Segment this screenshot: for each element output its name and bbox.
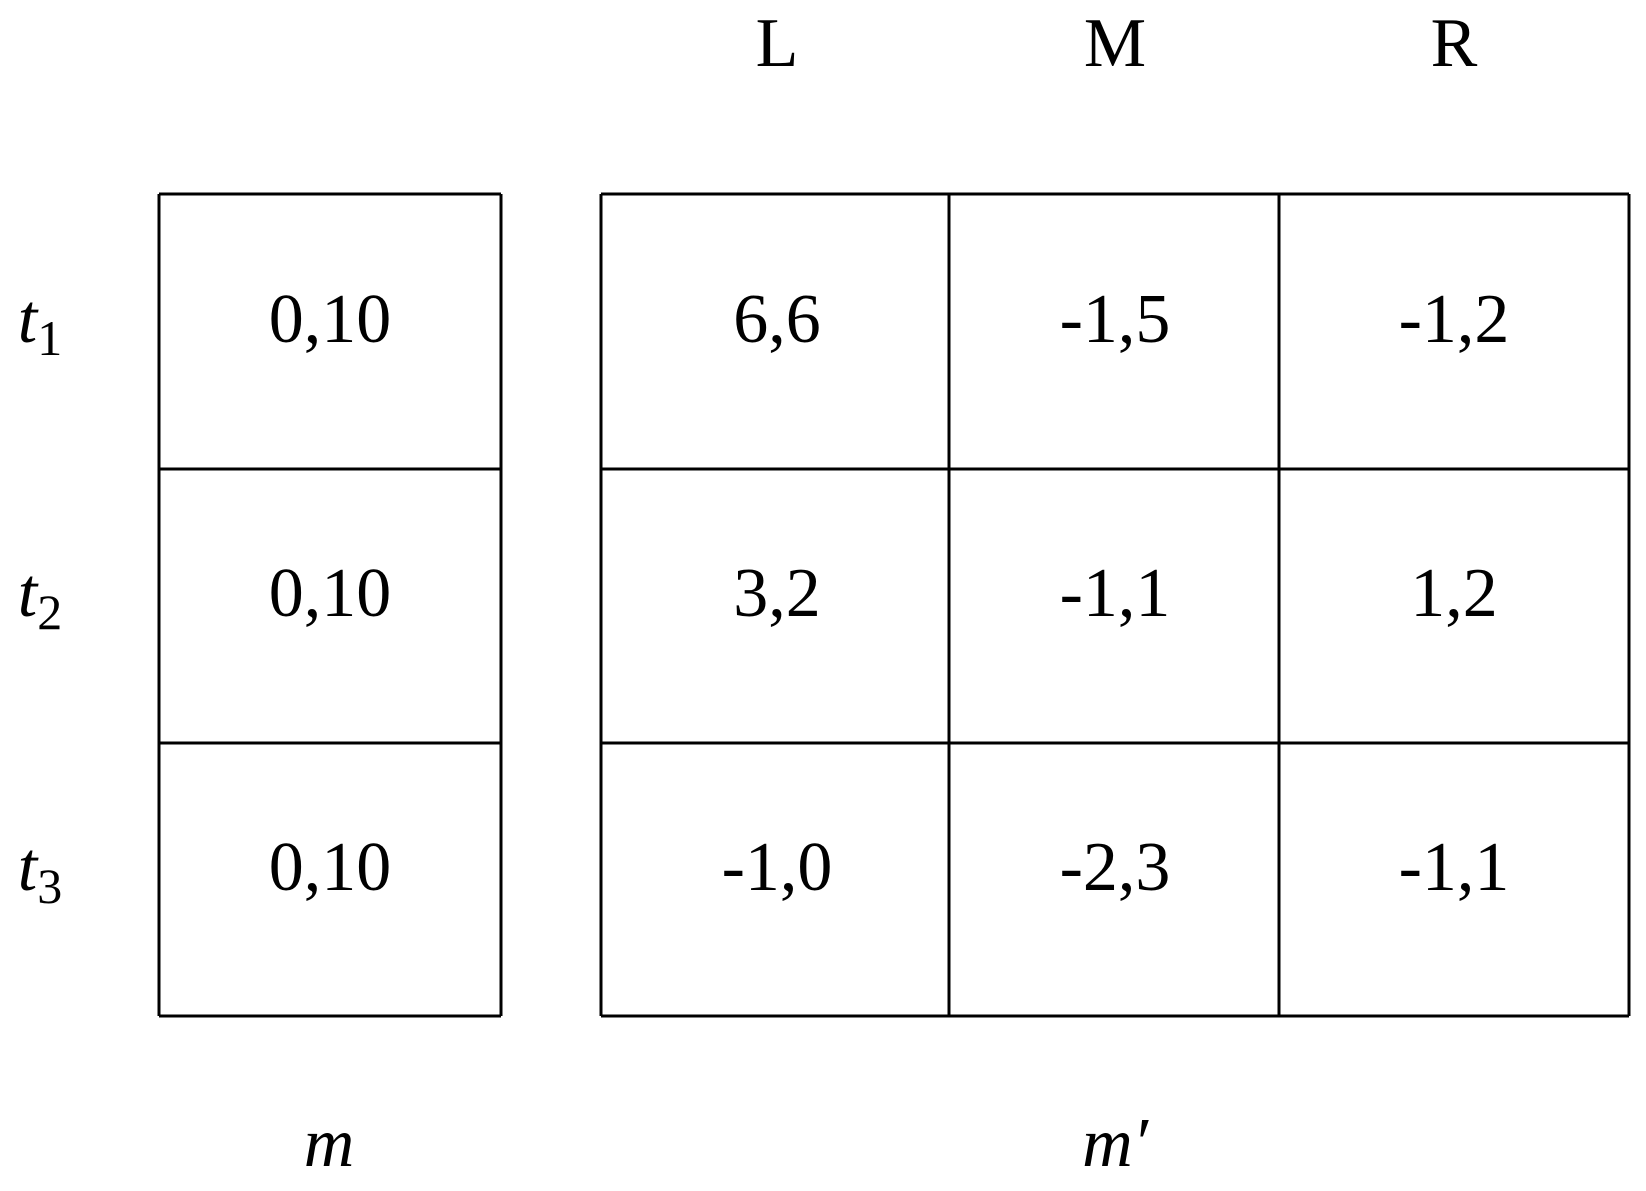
row-label-base: t [18,829,39,906]
payoff-cell: -2,3 [1060,829,1171,906]
row-label-sub: 3 [37,858,62,914]
column-header: M [1084,5,1146,82]
row-label: t3 [18,829,62,914]
payoff-cell: 0,10 [269,829,392,906]
payoff-cell: 0,10 [269,281,392,358]
left-table-grid [157,192,503,1018]
row-label-sub: 2 [37,584,62,640]
left-table-label: m [304,1105,355,1182]
payoff-cell: -1,1 [1399,829,1510,906]
payoff-cell: 3,2 [733,555,821,632]
row-label: t1 [18,281,62,366]
row-label-base: t [18,281,39,358]
row-label-base: t [18,555,39,632]
row-label: t2 [18,555,62,640]
column-header: L [756,5,799,82]
right-table-grid [599,192,1631,1018]
payoff-cell: 1,2 [1410,555,1498,632]
payoff-cell: -1,1 [1060,555,1171,632]
payoff-cell: -1,5 [1060,281,1171,358]
column-header: R [1431,5,1478,82]
right-table-label: m′ [1082,1105,1150,1182]
row-label-sub: 1 [37,310,62,366]
payoff-cell: 6,6 [733,281,821,358]
payoff-cell: -1,2 [1399,281,1510,358]
payoff-cell: 0,10 [269,555,392,632]
payoff-cell: -1,0 [722,829,833,906]
